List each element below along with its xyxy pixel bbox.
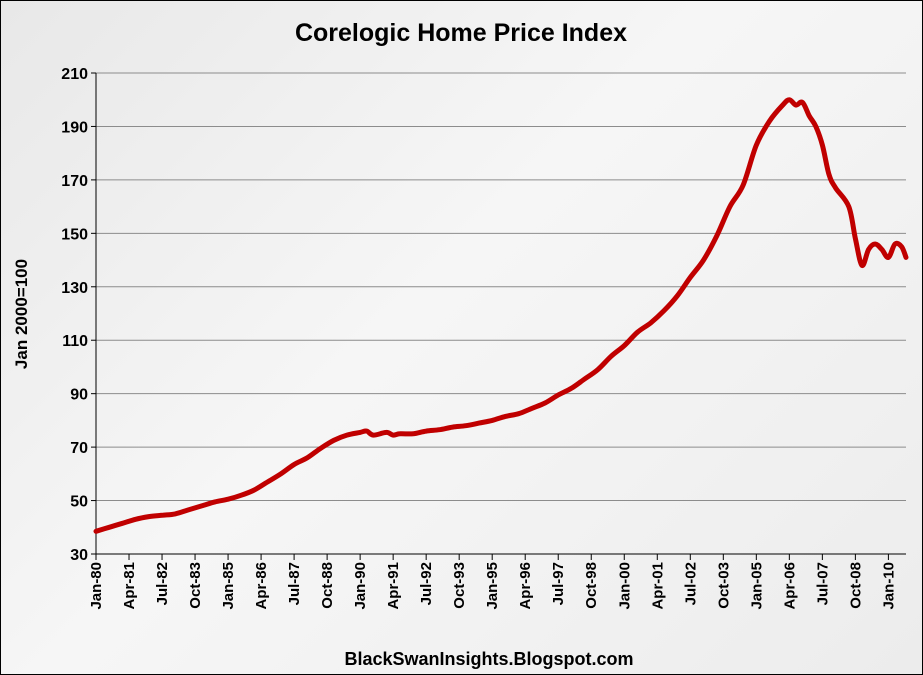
- y-tick-label: 190: [61, 119, 88, 136]
- x-tick-label: Apr-06: [781, 562, 798, 610]
- x-tick-label: Oct-93: [451, 562, 468, 609]
- y-tick-label: 30: [70, 547, 88, 564]
- x-tick-label: Oct-98: [583, 562, 600, 609]
- chart-title: Corelogic Home Price Index: [295, 19, 627, 47]
- x-tick-label: Oct-08: [847, 562, 864, 609]
- y-tick-label: 90: [70, 387, 88, 404]
- x-tick-labels: Jan-80 Apr-81 Jul-82 Oct-83 Jan-85 Apr-86 Jul-…: [88, 562, 897, 610]
- series-line: [93, 97, 909, 534]
- x-tick-label: Jul-97: [550, 562, 567, 605]
- x-tick-label: Apr-96: [517, 562, 534, 610]
- x-tick-label: Oct-03: [715, 562, 732, 609]
- x-tick-label: Oct-88: [319, 562, 336, 609]
- x-tick-label: Jan-85: [220, 562, 237, 610]
- y-tick-label: 110: [62, 333, 88, 350]
- x-tick-label: Oct-83: [187, 562, 204, 609]
- x-tick-label: Apr-81: [121, 562, 138, 610]
- gridlines: [96, 72, 906, 502]
- x-tick-label: Jan-05: [748, 562, 765, 610]
- x-tick-label: Apr-91: [385, 562, 402, 610]
- x-tick-label: Jan-95: [484, 562, 501, 610]
- x-tick-label: Jan-00: [616, 562, 633, 610]
- series-layer: [93, 97, 909, 534]
- x-tick-label: Jan-80: [88, 562, 105, 610]
- x-tick-label: Jul-82: [154, 562, 171, 605]
- y-tick-label: 170: [61, 173, 88, 190]
- footer-source: BlackSwanInsights.Blogspot.com: [344, 649, 633, 669]
- x-tick-label: Jan-10: [880, 562, 897, 610]
- x-tick-label: Jul-92: [418, 562, 435, 605]
- x-tick-label: Apr-86: [253, 562, 270, 610]
- y-tick-label: 150: [61, 226, 88, 243]
- x-tick-label: Jul-07: [814, 562, 831, 605]
- axes: [91, 72, 906, 560]
- x-tick-label: Apr-01: [649, 562, 666, 610]
- x-tick-label: Jan-90: [352, 562, 369, 610]
- y-tick-label: 70: [70, 440, 88, 457]
- x-tick-label: Jul-02: [682, 562, 699, 605]
- y-tick-label: 210: [61, 66, 88, 83]
- y-axis-label: Jan 2000=100: [12, 259, 31, 369]
- y-tick-labels: 30 50 70 90 110 130 150 170 190 210: [61, 66, 88, 564]
- y-tick-label: 130: [61, 280, 88, 297]
- y-tick-label: 50: [70, 494, 88, 511]
- x-tick-label: Jul-87: [286, 562, 303, 605]
